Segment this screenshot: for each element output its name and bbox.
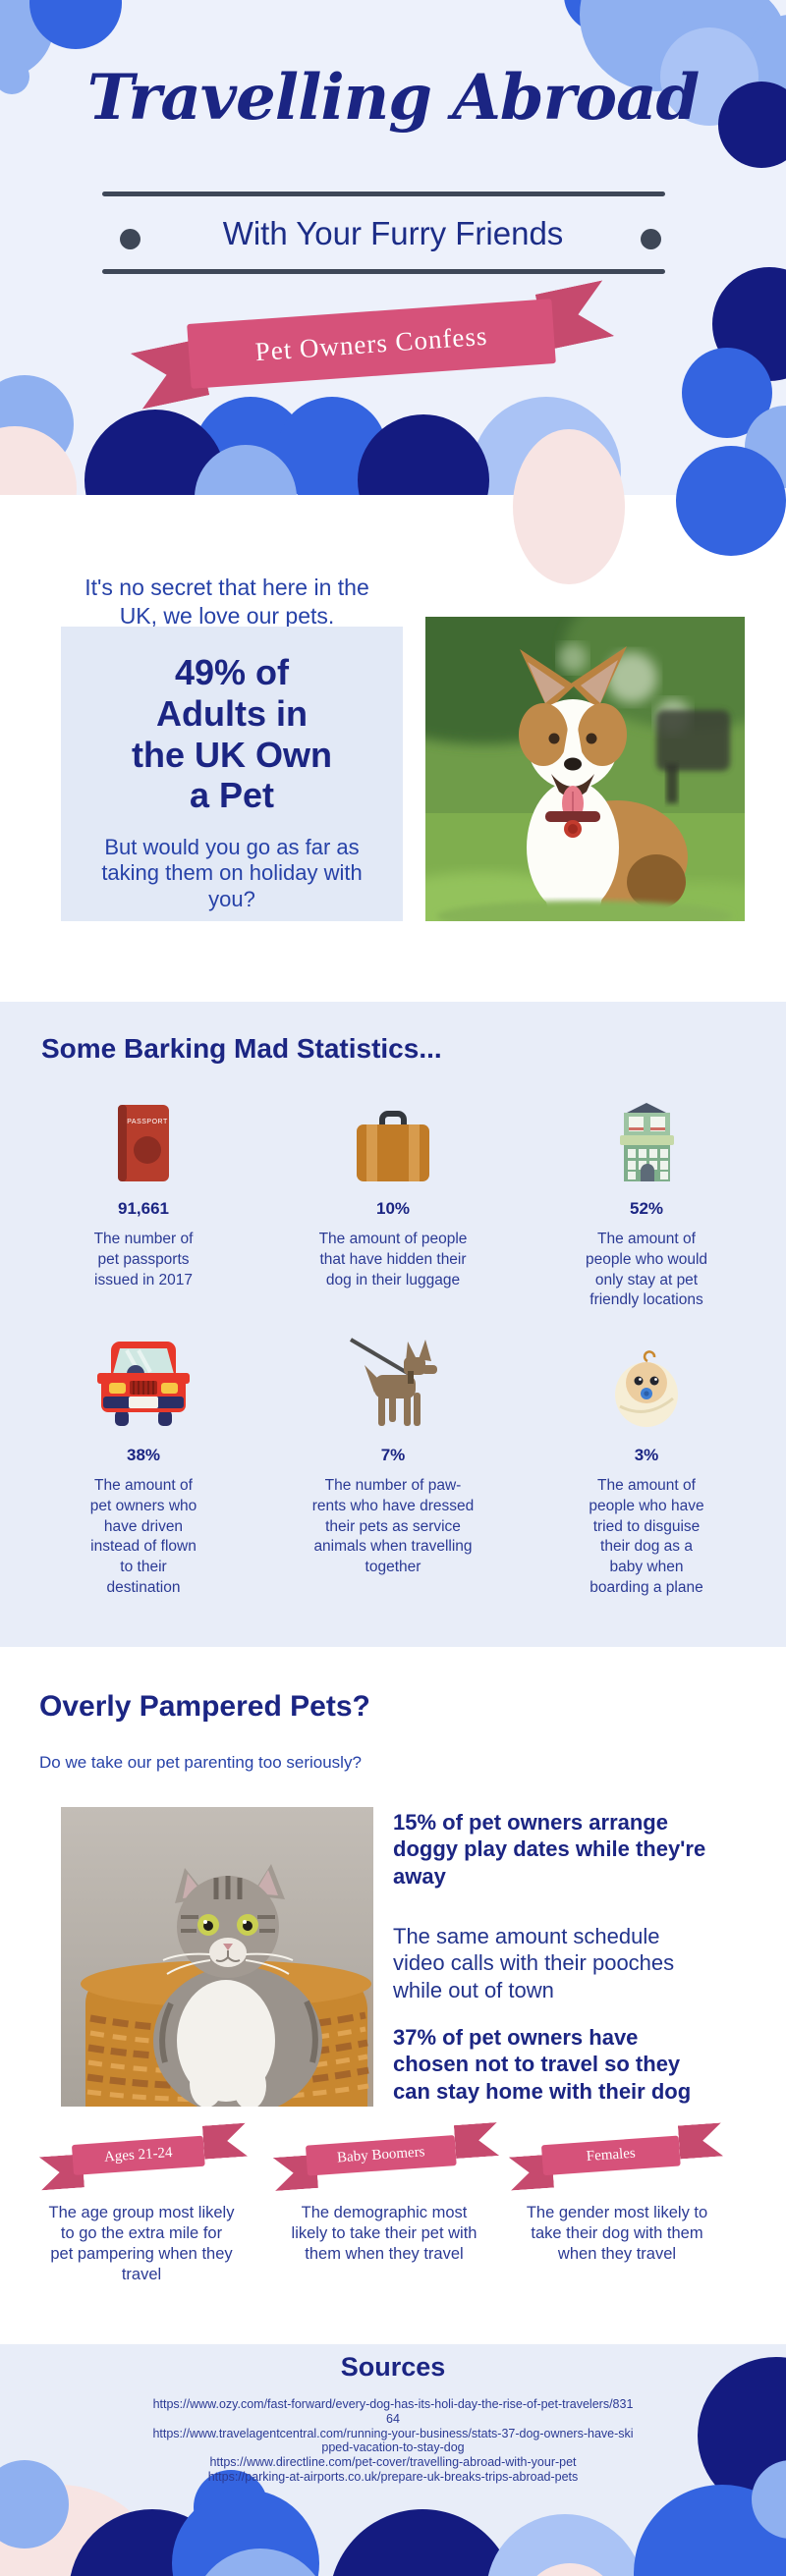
fact-stay-home: 37% of pet owners have chosen not to tra… bbox=[393, 2025, 692, 2104]
source-url: https://www.directline.com/pet-cover/tra… bbox=[209, 2455, 577, 2469]
dog-photo bbox=[425, 617, 745, 921]
header-ribbon: Pet Owners Confess bbox=[187, 299, 556, 389]
page-title: Travelling Abroad bbox=[86, 61, 701, 135]
stats-section-title: Some Barking Mad Statistics... bbox=[41, 1033, 442, 1064]
stat-value: 10% bbox=[375, 1199, 411, 1218]
stat-highlight-box: 49% of Adults in the UK Own a Pet But wo… bbox=[61, 627, 403, 921]
sources-url-list: https://www.ozy.com/fast-forward/every-d… bbox=[151, 2397, 635, 2485]
blob-decoration bbox=[329, 2509, 516, 2576]
ribbon-label: Baby Boomers bbox=[336, 2144, 426, 2166]
cat-photo-illustration bbox=[61, 1807, 373, 2107]
stat-description: The amount of people who have tried to d… bbox=[589, 1477, 704, 1596]
stat-value: 7% bbox=[380, 1446, 406, 1464]
ribbon-label: Ages 21-24 bbox=[103, 2144, 174, 2165]
dog-photo-illustration bbox=[425, 617, 745, 921]
intro-lead-text: It's no secret that here in the UK, we l… bbox=[84, 575, 369, 629]
header-section: Travelling Abroad With Your Furry Friend… bbox=[0, 0, 786, 495]
dog-leash-icon bbox=[349, 1334, 437, 1428]
baby-icon bbox=[614, 1334, 680, 1428]
source-url: https://parking-at-airports.co.uk/prepar… bbox=[207, 2469, 579, 2484]
stat-value: 52% bbox=[629, 1199, 664, 1218]
blob-decoration bbox=[0, 2460, 69, 2549]
stat-description: The amount of pet owners who have driven… bbox=[89, 1477, 197, 1596]
pampered-section: Overly Pampered Pets? Do we take our pet… bbox=[0, 1647, 786, 2344]
stat-item-luggage: 10% The amount of people that have hidde… bbox=[285, 1097, 501, 1290]
bullet-dot bbox=[120, 229, 140, 249]
stat-value: 38% bbox=[126, 1446, 161, 1464]
ribbon-band: Baby Boomers bbox=[305, 2135, 457, 2176]
divider-line bbox=[102, 269, 665, 274]
ribbon-ages-21-24: Ages 21-24 bbox=[37, 2121, 250, 2195]
blob-decoration bbox=[0, 59, 29, 94]
cat-photo bbox=[61, 1807, 373, 2107]
svg-text:PASSPORT: PASSPORT bbox=[127, 1119, 168, 1125]
stat-value: 3% bbox=[634, 1446, 659, 1464]
ribbon-label: Females bbox=[586, 2145, 637, 2165]
ribbon-tail-right bbox=[678, 2122, 723, 2159]
source-url: https://www.travelagentcentral.com/runni… bbox=[152, 2426, 634, 2455]
suitcase-icon bbox=[357, 1097, 429, 1181]
stat-item-driving: 38% The amount of pet owners who have dr… bbox=[35, 1334, 252, 1599]
ribbon-baby-boomers: Baby Boomers bbox=[271, 2120, 501, 2195]
stat-description: The number of paw-rents who have dressed… bbox=[311, 1477, 475, 1576]
stat-question: But would you go as far as taking them o… bbox=[101, 835, 363, 911]
ribbon-tail-right bbox=[454, 2122, 499, 2159]
sources-title: Sources bbox=[340, 2352, 446, 2382]
ribbon-band: Ages 21-24 bbox=[71, 2135, 205, 2175]
car-icon bbox=[97, 1334, 190, 1428]
ribbon-description: The gender most likely to take their dog… bbox=[526, 2204, 708, 2263]
ribbon-description: The demographic most likely to take thei… bbox=[291, 2204, 477, 2263]
stat-description: The amount of people that have hidden th… bbox=[318, 1231, 468, 1288]
blob-decoration bbox=[718, 82, 786, 168]
passport-icon: PASSPORT bbox=[118, 1097, 169, 1181]
source-url: https://www.ozy.com/fast-forward/every-d… bbox=[152, 2397, 634, 2426]
stat-item-hotel: 52% The amount of people who would only … bbox=[538, 1097, 755, 1311]
sources-section: Sources https://www.ozy.com/fast-forward… bbox=[0, 2344, 786, 2576]
fact-video-calls: The same amount schedule video calls wit… bbox=[393, 1924, 675, 2002]
blob-decoration bbox=[668, 2558, 737, 2576]
stat-item-service-animal: 7% The number of paw-rents who have dres… bbox=[285, 1334, 501, 1578]
hotel-icon bbox=[614, 1097, 680, 1181]
stat-description: The amount of people who would only stay… bbox=[585, 1231, 708, 1309]
ribbon-description: The age group most likely to go the extr… bbox=[48, 2204, 235, 2283]
ribbon-tail-right bbox=[202, 2123, 248, 2160]
blob-decoration bbox=[513, 429, 625, 584]
pampered-section-subtitle: Do we take our pet parenting too serious… bbox=[39, 1753, 362, 1772]
stat-headline: 49% of Adults in the UK Own a Pet bbox=[132, 652, 332, 816]
stat-item-baby-disguise: 3% The amount of people who have tried t… bbox=[538, 1334, 755, 1599]
pampered-section-title: Overly Pampered Pets? bbox=[39, 1690, 370, 1723]
divider-line bbox=[102, 192, 665, 196]
fact-play-dates: 15% of pet owners arrange doggy play dat… bbox=[393, 1810, 706, 1889]
stats-section: Some Barking Mad Statistics... PASSPORT … bbox=[0, 1002, 786, 1647]
blob-decoration bbox=[676, 446, 786, 556]
ribbon-band: Females bbox=[540, 2135, 681, 2176]
intro-section: It's no secret that here in the UK, we l… bbox=[0, 429, 786, 1002]
page-subtitle: With Your Furry Friends bbox=[222, 215, 564, 251]
ribbon-females: Females bbox=[507, 2120, 725, 2194]
header-ribbon-label: Pet Owners Confess bbox=[253, 320, 489, 366]
stat-value: 91,661 bbox=[118, 1199, 169, 1218]
stat-item-passports: PASSPORT 91,661 The number of pet passpo… bbox=[35, 1097, 252, 1290]
bullet-dot bbox=[641, 229, 661, 249]
stat-description: The number of pet passports issued in 20… bbox=[93, 1231, 194, 1288]
